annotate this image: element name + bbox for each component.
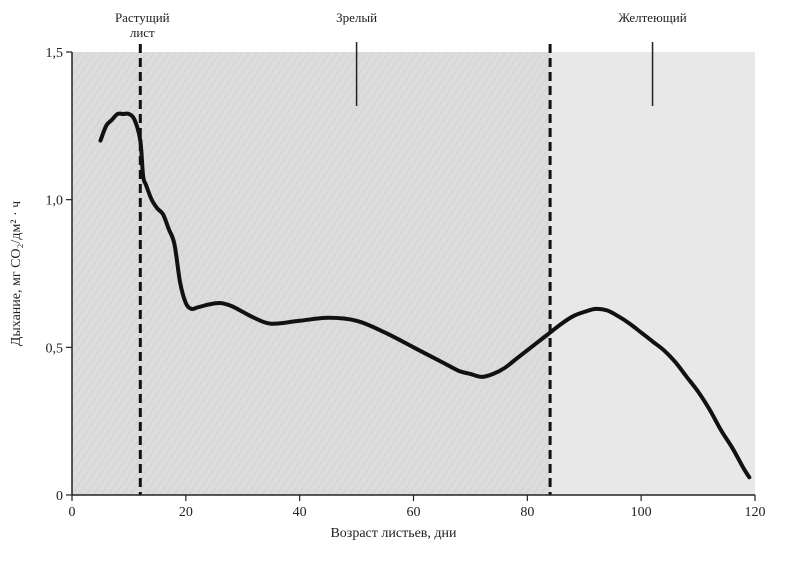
phase-label: Желтеющий [618, 10, 686, 25]
y-tick-label: 1,5 [46, 46, 64, 61]
plot-hatch-early [72, 52, 551, 495]
x-tick-label: 80 [520, 505, 534, 520]
y-tick-label: 0 [56, 489, 63, 504]
plot-background-late [550, 52, 755, 495]
respiration-curve [98, 111, 752, 480]
y-tick-label: 0,5 [46, 341, 64, 356]
x-tick-label: 100 [631, 505, 652, 520]
x-tick-label: 20 [179, 505, 193, 520]
x-tick-label: 0 [69, 505, 76, 520]
x-tick-label: 40 [293, 505, 307, 520]
phase-label: Зрелый [336, 10, 377, 25]
y-tick-label: 1,0 [46, 194, 64, 209]
x-tick-label: 120 [745, 505, 766, 520]
x-axis-label: Возраст листьев, дни [330, 526, 457, 541]
x-tick-label: 60 [407, 505, 421, 520]
phase-label: Растущий лист [115, 10, 170, 40]
y-axis-label: Дыхание, мг CO₂/дм² · ч [9, 201, 24, 346]
